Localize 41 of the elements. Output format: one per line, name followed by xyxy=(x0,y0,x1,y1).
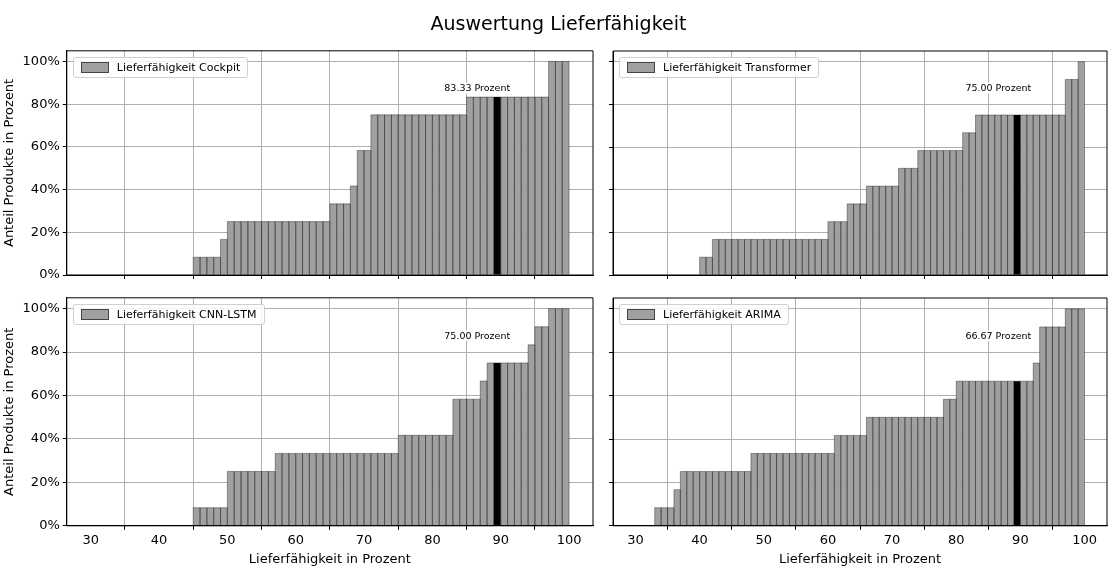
y-tick-label: 0% xyxy=(39,266,60,282)
x-tick-label: 30 xyxy=(627,531,644,547)
y-tick-label: 100% xyxy=(22,52,60,68)
annotation: 75.00 Prozent xyxy=(965,82,1032,94)
x-tick-label: 90 xyxy=(492,531,510,547)
x-tick-label: 60 xyxy=(287,531,304,547)
y-tick-label: 80% xyxy=(30,343,60,359)
y-tick-label: 80% xyxy=(30,95,60,111)
x-tick-label: 70 xyxy=(355,531,373,547)
y-tick-label: 40% xyxy=(30,430,60,446)
legend-label: Lieferfähigkeit ARIMA xyxy=(663,308,781,321)
legend-label: Lieferfähigkeit Cockpit xyxy=(116,60,241,74)
y-axis-title: Anteil Produkte in Prozent xyxy=(1,327,17,496)
x-tick-label: 60 xyxy=(819,531,837,547)
x-tick-label: 90 xyxy=(1012,531,1029,547)
x-tick-label: 80 xyxy=(947,531,965,547)
annotation: 83.33 Prozent xyxy=(444,82,511,94)
legend-label: Lieferfähigkeit CNN-LSTM xyxy=(116,307,257,321)
y-tick-label: 0% xyxy=(39,517,60,533)
chart-title: Auswertung Lieferfähigkeit xyxy=(429,12,688,34)
annotation: 75.00 Prozent xyxy=(444,329,511,341)
y-tick-label: 100% xyxy=(22,300,60,316)
x-axis-title: Lieferfähigkeit in Prozent xyxy=(778,550,942,566)
x-tick-label: 40 xyxy=(150,531,168,547)
x-tick-label: 70 xyxy=(883,531,901,547)
x-tick-label: 50 xyxy=(755,531,773,547)
legend-label: Lieferfähigkeit Transformer xyxy=(663,61,812,74)
x-axis-title: Lieferfähigkeit in Prozent xyxy=(248,550,411,566)
y-tick-label: 60% xyxy=(30,138,60,154)
x-tick-label: 30 xyxy=(82,531,99,547)
y-tick-label: 20% xyxy=(30,223,60,239)
y-axis-title: Anteil Produkte in Prozent xyxy=(1,78,17,248)
x-tick-label: 40 xyxy=(691,531,708,547)
x-tick-label: 50 xyxy=(219,531,236,547)
x-tick-label: 100 xyxy=(1072,531,1097,547)
x-tick-label: 80 xyxy=(424,531,441,547)
y-tick-label: 20% xyxy=(30,473,60,489)
y-tick-label: 60% xyxy=(30,386,60,402)
y-tick-label: 40% xyxy=(30,180,60,196)
annotation: 66.67 Prozent xyxy=(965,330,1032,341)
x-tick-label: 100 xyxy=(556,531,582,547)
